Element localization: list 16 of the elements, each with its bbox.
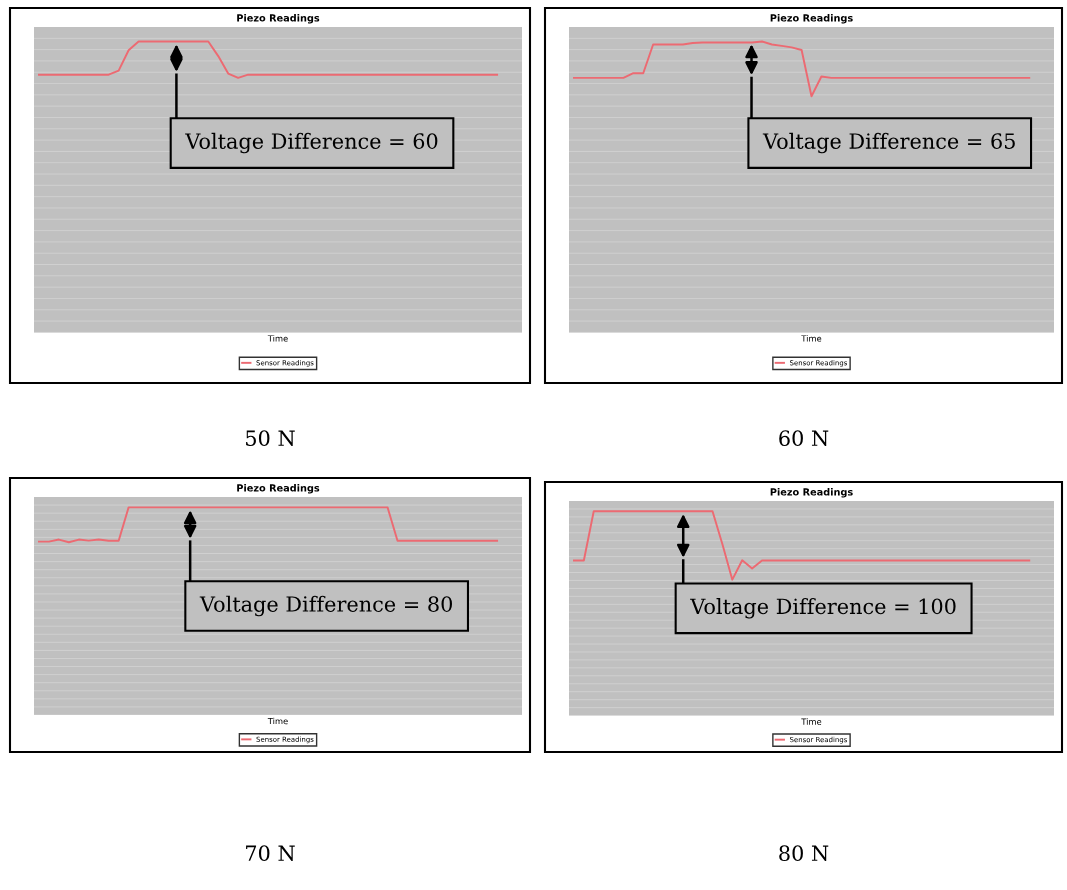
x-axis-title: Time: [267, 335, 288, 342]
annotation: Voltage Difference = 65: [762, 132, 1015, 154]
chart-title: Piezo Readings: [770, 14, 853, 24]
x-axis-title: Time: [801, 718, 822, 725]
chart-title: Piezo Readings: [770, 488, 853, 498]
text: 60 N: [779, 430, 829, 447]
text: 70 N: [246, 845, 295, 862]
chart-title: Piezo Readings: [237, 14, 320, 24]
text: 80 N: [779, 845, 829, 862]
text: 50 N: [246, 430, 295, 447]
chart-title: Piezo Readings: [237, 484, 320, 494]
x-axis-title: Time: [801, 335, 822, 342]
x-axis-title: Time: [267, 717, 288, 725]
annotation: Voltage Difference = 60: [185, 132, 438, 154]
annotation: Voltage Difference = 80: [199, 595, 452, 617]
annotation: Voltage Difference = 100: [690, 598, 956, 619]
